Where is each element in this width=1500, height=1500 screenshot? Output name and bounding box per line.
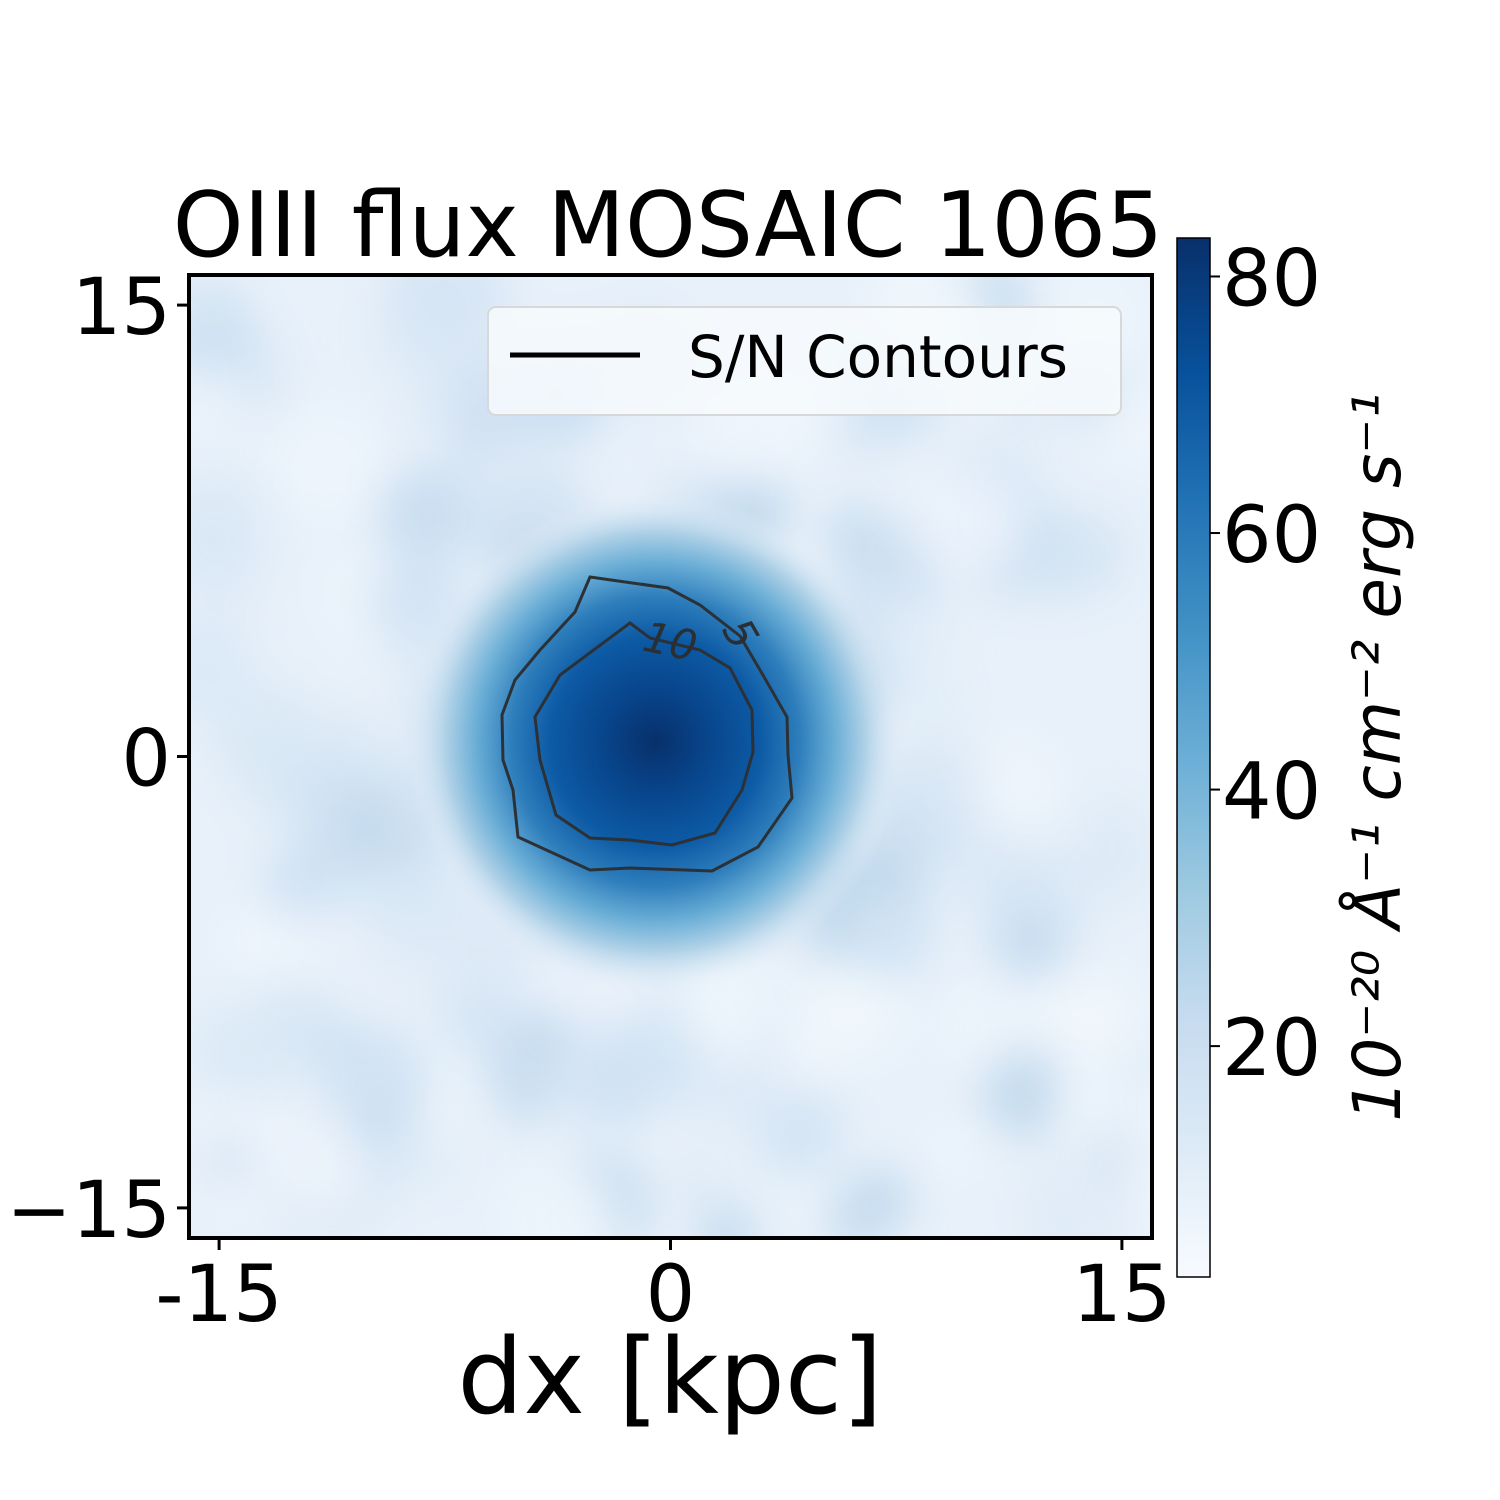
contour-level-5 — [500, 575, 794, 873]
source-emission — [406, 492, 905, 991]
noise-patch — [517, 1008, 569, 1060]
y-tick-label: 0 — [121, 715, 171, 805]
y-tick-label: 15 — [72, 263, 171, 353]
noise-patch — [779, 1035, 829, 1085]
noise-patch — [189, 616, 258, 724]
noise-patch — [1028, 1158, 1143, 1238]
noise-patch — [505, 1165, 620, 1238]
y-tick-label: −15 — [6, 1166, 171, 1256]
noise-patch — [1035, 506, 1129, 601]
x-axis-label: dx [kpc] — [457, 1316, 882, 1438]
x-tick-label: 15 — [1072, 1250, 1171, 1340]
contours: 10 5 — [500, 575, 794, 873]
noise-patch — [1031, 972, 1140, 1081]
noise-patch — [189, 535, 266, 626]
noise-patch — [250, 789, 290, 829]
noise-patch — [670, 1159, 725, 1213]
noise-patch — [1009, 769, 1087, 847]
noise-patch — [756, 1089, 847, 1181]
noise-patch — [319, 1025, 433, 1139]
noise-patch — [277, 1122, 367, 1212]
noise-patch — [338, 623, 378, 663]
colorbar-tick-label: 80 — [1222, 234, 1321, 324]
noise-patch — [385, 275, 508, 350]
colorbar-tick-label: 40 — [1222, 748, 1321, 838]
noise-patch — [189, 372, 250, 459]
noise-patch — [906, 676, 967, 736]
colorbar-ticks: 80 60 40 20 — [1210, 234, 1321, 1094]
noise-patch — [936, 977, 1031, 1073]
noise-patch — [846, 893, 935, 983]
noise-patch — [834, 515, 933, 614]
noise-patch — [228, 905, 303, 981]
legend-box — [487, 306, 1122, 416]
noise-patch — [269, 406, 383, 521]
colorbar-label: 10⁻²⁰ Å⁻¹ cm⁻² erg s⁻¹ — [1339, 392, 1416, 1121]
noise-patch — [699, 1207, 757, 1238]
noise-patch — [800, 961, 900, 1061]
y-axis-ticks: 15 0 −15 — [6, 263, 189, 1256]
heatmap-noise — [189, 275, 1152, 1238]
noise-patch — [337, 715, 374, 752]
contour-level-10 — [533, 621, 755, 847]
noise-patch — [888, 733, 993, 838]
noise-patch — [495, 1059, 562, 1126]
noise-patch — [379, 467, 474, 563]
chart-title: OIII flux MOSAIC 1065 — [173, 173, 1164, 278]
contour-label-10: 10 — [639, 612, 701, 671]
colorbar-gradient — [1176, 237, 1211, 1278]
heatmap — [189, 275, 1152, 1238]
x-tick-label: -15 — [155, 1250, 282, 1340]
x-axis-ticks: -15 0 15 — [155, 1238, 1172, 1340]
legend: S/N Contours — [487, 306, 1122, 416]
noise-patch — [189, 280, 255, 371]
noise-patch — [634, 1016, 706, 1089]
noise-patch — [200, 1134, 253, 1188]
noise-patch — [400, 1127, 461, 1189]
noise-patch — [910, 468, 1027, 585]
legend-label: S/N Contours — [688, 323, 1068, 391]
colorbar-tick-label: 20 — [1222, 1004, 1321, 1094]
noise-patch — [399, 381, 460, 443]
noise-patch — [927, 1122, 980, 1175]
noise-patch — [1000, 917, 1062, 979]
x-tick-label: 0 — [646, 1250, 696, 1340]
noise-patch — [232, 973, 332, 1074]
colorbar-tick-label: 60 — [1222, 491, 1321, 581]
colorbar: 80 60 40 20 10⁻²⁰ Å⁻¹ cm⁻² erg s⁻¹ — [1176, 234, 1416, 1278]
noise-patch — [823, 1187, 889, 1238]
